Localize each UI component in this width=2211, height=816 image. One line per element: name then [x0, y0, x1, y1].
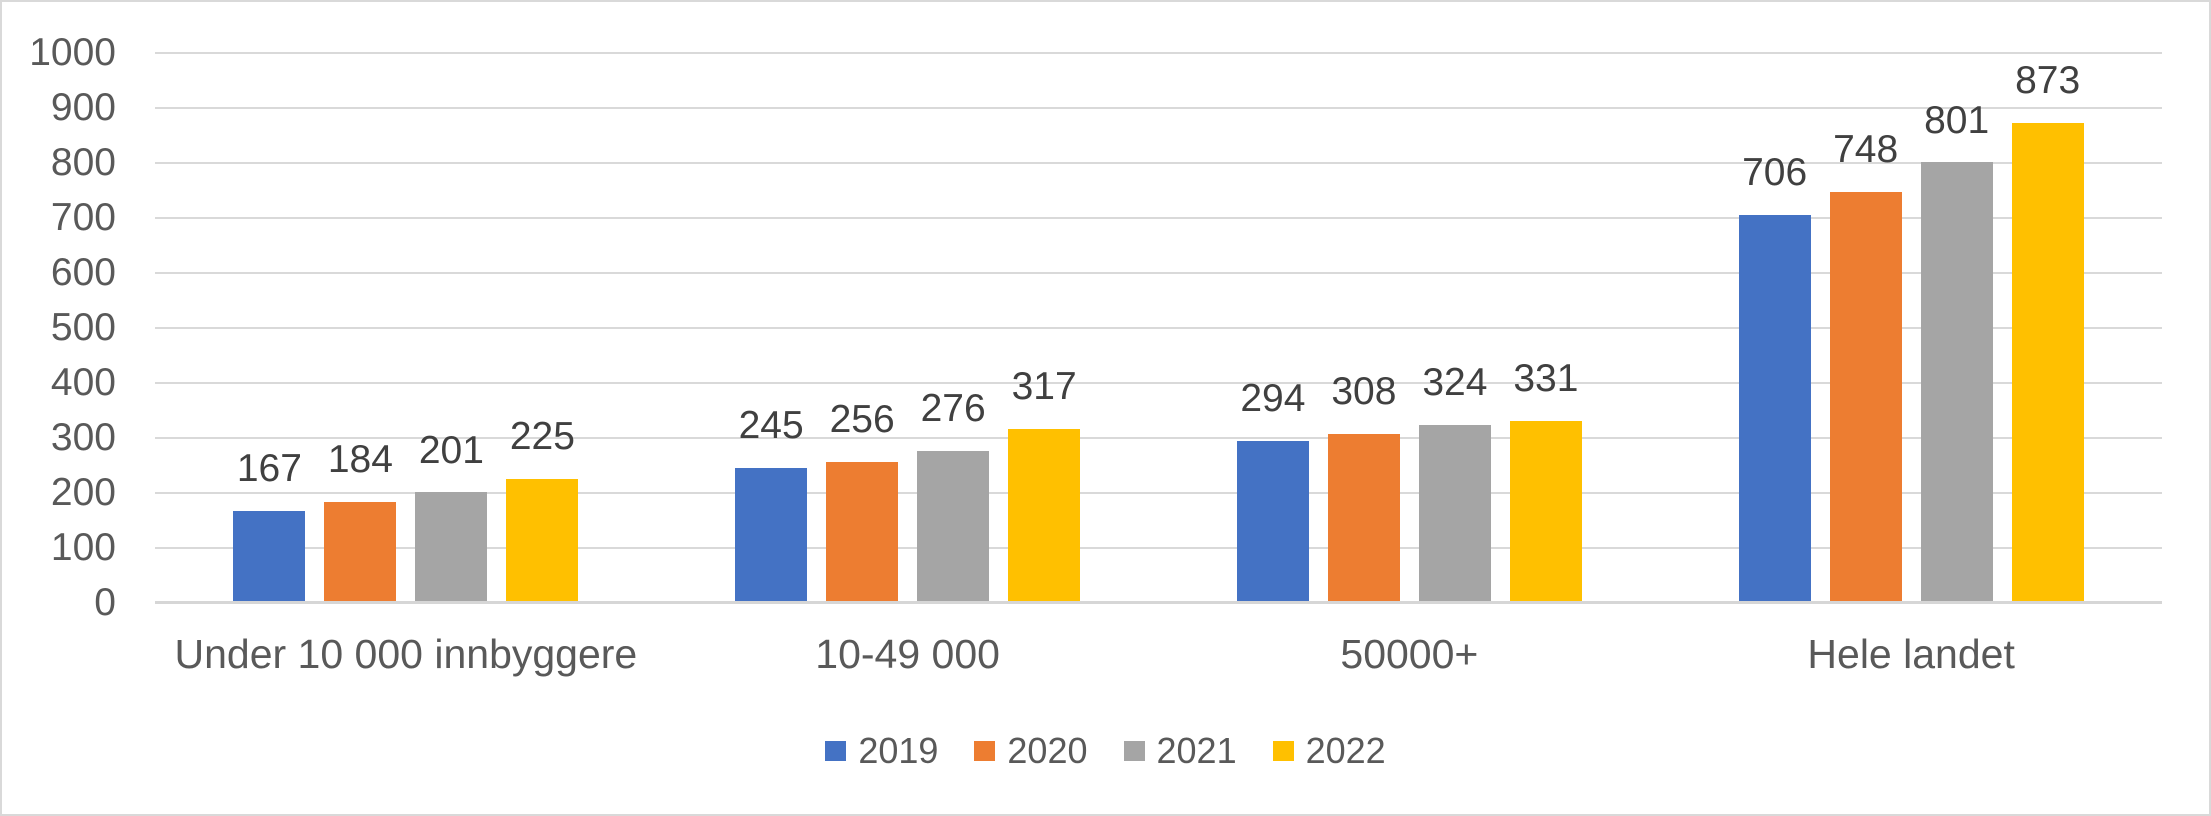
y-axis-tick-label: 400 [50, 361, 116, 404]
gridline [155, 492, 2162, 494]
gridline [155, 217, 2162, 219]
data-label: 245 [738, 404, 804, 448]
legend-swatch-icon [825, 741, 847, 761]
legend-item-2019: 2019 [825, 730, 938, 772]
y-axis-tick-label: 100 [50, 526, 116, 569]
bar-group: 706 748 801 873 [1660, 53, 2162, 603]
bar-2020 [324, 501, 397, 603]
gridline [155, 437, 2162, 439]
bar-wrap-2021: 324 [1418, 360, 1491, 603]
legend-item-2021: 2021 [1123, 730, 1237, 772]
x-axis-line [155, 601, 2162, 604]
bar-group: 167 184 201 225 [155, 53, 657, 603]
bar-wrap-2020: 256 [826, 398, 899, 603]
data-label: 317 [1011, 364, 1077, 408]
gridline [155, 272, 2162, 274]
bar-wrap-2022: 317 [1008, 364, 1081, 603]
bar-wrap-2022: 225 [506, 415, 579, 603]
y-axis-tick-label: 800 [50, 141, 116, 184]
bar-wrap-2020: 748 [1829, 127, 1902, 603]
data-label: 324 [1422, 360, 1488, 404]
bar-2020 [826, 462, 899, 603]
y-axis-tick-label: 900 [50, 86, 116, 129]
data-label: 873 [2015, 58, 2081, 102]
category-label: 50000+ [1340, 631, 1479, 677]
data-label: 256 [829, 398, 895, 442]
y-axis-tick-label: 0 [94, 581, 116, 624]
gridline [155, 52, 2162, 54]
bar-2021 [1920, 162, 1993, 603]
bar-2020 [1829, 191, 1902, 603]
gridline [155, 327, 2162, 329]
data-label: 308 [1331, 369, 1397, 413]
legend-swatch-icon [1272, 741, 1294, 761]
legend-label: 2019 [858, 730, 939, 771]
data-label: 184 [327, 437, 393, 481]
category-label: Under 10 000 innbyggere [174, 631, 638, 677]
gridline [155, 382, 2162, 384]
data-label: 801 [1924, 98, 1990, 142]
data-label: 276 [920, 387, 986, 431]
legend: 2019 2020 2021 2022 [2, 728, 2209, 774]
gridline [155, 547, 2162, 549]
bar-wrap-2021: 201 [415, 428, 488, 603]
bar-2021 [415, 492, 488, 603]
bar-wrap-2022: 331 [1509, 357, 1582, 603]
bar-groups: 167 184 201 225 245 256 276 317 294 308 324 331 706 7… [155, 53, 2162, 603]
legend-item-2022: 2022 [1272, 730, 1386, 772]
gridlines [155, 52, 2162, 603]
legend-label: 2020 [1007, 730, 1088, 771]
bar-2019 [1738, 214, 1811, 603]
bar-2021 [917, 451, 990, 603]
bar-2022 [506, 479, 579, 603]
y-axis-tick-label: 700 [50, 196, 116, 239]
y-axis-tick-label: 500 [50, 306, 116, 349]
bar-wrap-2019: 294 [1236, 377, 1309, 603]
bar-2019 [735, 468, 808, 603]
bar-2020 [1327, 433, 1400, 603]
bar-wrap-2022: 873 [2011, 58, 2084, 603]
bar-2022 [2011, 122, 2084, 603]
category-label: Hele landet [1807, 631, 2015, 677]
data-label: 331 [1513, 357, 1579, 401]
data-label: 294 [1240, 377, 1306, 421]
category-label: 10-49 000 [815, 631, 1000, 677]
legend-label: 2021 [1156, 730, 1237, 771]
y-axis-tick-label: 1000 [29, 31, 116, 74]
bar-2019 [233, 511, 306, 603]
legend-item-2020: 2020 [974, 730, 1088, 772]
data-label: 748 [1833, 127, 1899, 171]
y-axis-tick-label: 600 [50, 251, 116, 294]
legend-swatch-icon [974, 741, 996, 761]
bar-2022 [1509, 420, 1582, 603]
bar-2022 [1008, 428, 1081, 603]
bar-group: 294 308 324 331 [1159, 53, 1661, 603]
bar-wrap-2020: 184 [324, 437, 397, 603]
bar-wrap-2019: 167 [233, 447, 306, 603]
data-label: 167 [236, 447, 302, 491]
data-label: 706 [1742, 150, 1808, 194]
bar-2019 [1236, 441, 1309, 603]
category-axis-labels: Under 10 000 innbyggere 10-49 000 50000+ He… [155, 624, 2162, 684]
bar-wrap-2021: 276 [917, 387, 990, 603]
data-label: 201 [418, 428, 484, 472]
y-axis-tick-label: 300 [50, 416, 116, 459]
bar-wrap-2021: 801 [1920, 98, 1993, 603]
y-axis-tick-label: 200 [50, 471, 116, 514]
bar-wrap-2020: 308 [1327, 369, 1400, 603]
gridline [155, 107, 2162, 109]
legend-swatch-icon [1123, 741, 1145, 761]
bar-group: 245 256 276 317 [657, 53, 1159, 603]
legend-label: 2022 [1305, 730, 1386, 771]
bar-wrap-2019: 245 [735, 404, 808, 603]
plot-area: 167 184 201 225 245 256 276 317 294 308 324 331 706 7… [155, 52, 2162, 604]
bar-2021 [1418, 424, 1491, 603]
gridline [155, 162, 2162, 164]
data-label: 225 [509, 415, 575, 459]
bar-wrap-2019: 706 [1738, 150, 1811, 603]
